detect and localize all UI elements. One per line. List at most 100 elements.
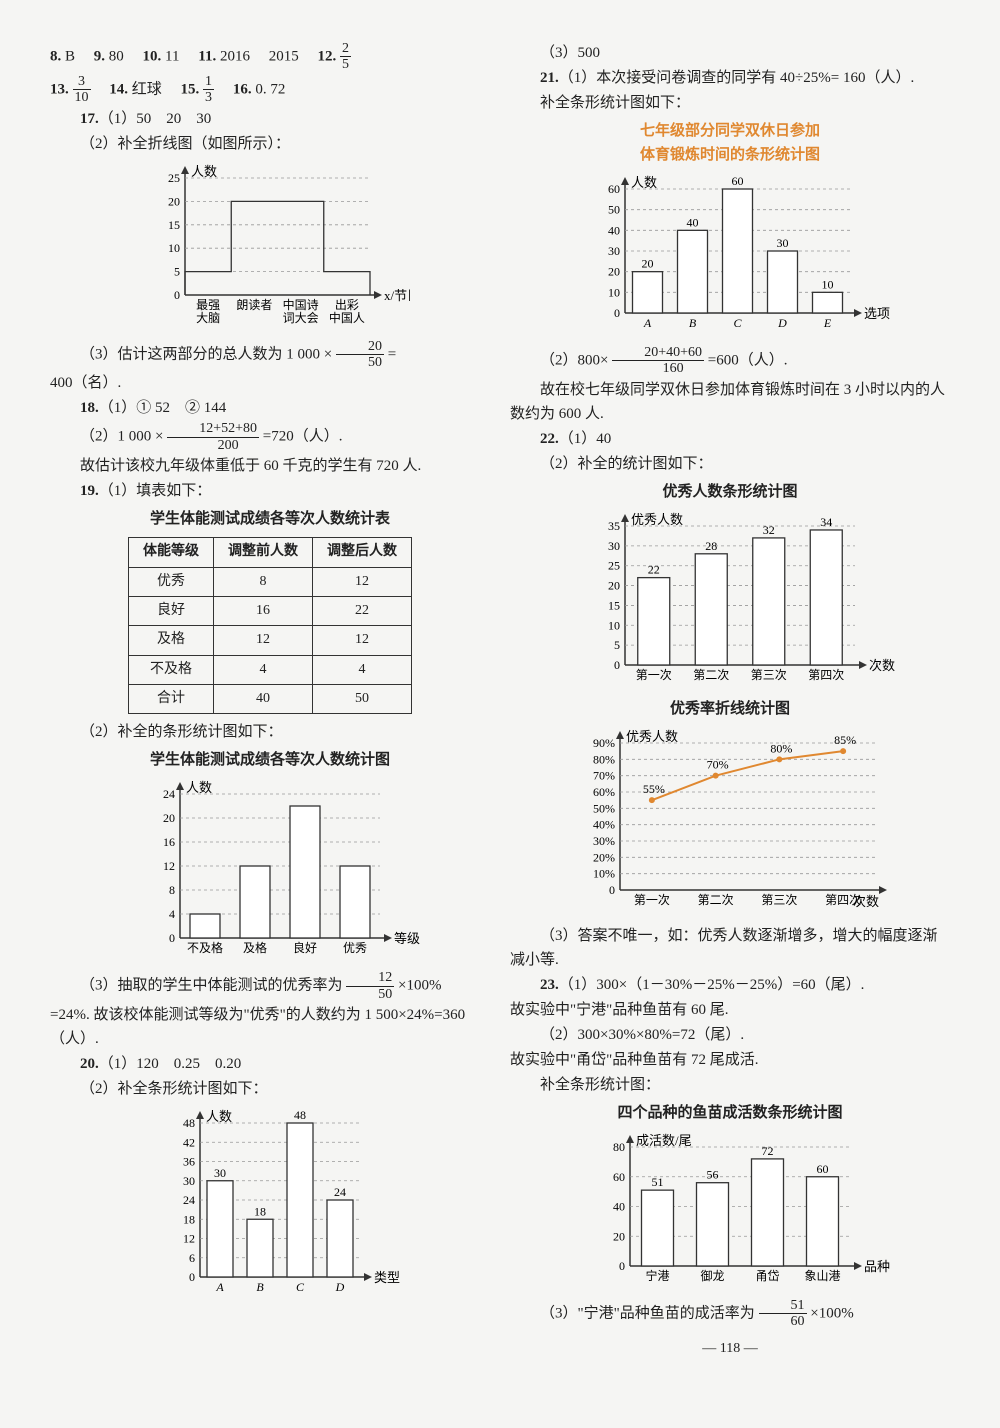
svg-text:10: 10	[608, 618, 620, 632]
svg-text:优秀: 优秀	[343, 941, 367, 955]
svg-text:30: 30	[777, 236, 789, 250]
svg-text:人数: 人数	[206, 1109, 232, 1124]
svg-text:出彩: 出彩	[335, 298, 359, 312]
svg-text:28: 28	[705, 539, 717, 553]
svg-text:0: 0	[189, 1270, 195, 1284]
svg-text:42: 42	[183, 1136, 195, 1150]
left-column: 8. B 9. 80 10. 11 11. 2016 2015 12. 25 1…	[50, 40, 490, 1388]
page-number: — 118 —	[510, 1338, 950, 1360]
q21-1: 21.（1）本次接受问卷调查的同学有 40÷25%= 160（人）.	[510, 66, 950, 90]
chart-21-title: 七年级部分同学双休日参加体育锻炼时间的条形统计图	[510, 119, 950, 167]
svg-text:40: 40	[687, 215, 699, 229]
chart-22a-title: 优秀人数条形统计图	[510, 480, 950, 504]
svg-text:第四次: 第四次	[808, 668, 844, 682]
q19-3: （3）抽取的学生中体能测试的优秀率为 1250 ×100%	[50, 970, 490, 1002]
svg-text:5: 5	[174, 264, 180, 278]
svg-text:词大会: 词大会	[283, 311, 319, 325]
svg-text:第四次: 第四次	[825, 893, 861, 907]
svg-text:60%: 60%	[593, 785, 615, 799]
q13: 13.	[50, 81, 69, 97]
svg-text:18: 18	[183, 1213, 195, 1227]
a9: 80	[109, 48, 124, 64]
svg-text:6: 6	[189, 1251, 195, 1265]
svg-text:象山港: 象山港	[804, 1269, 840, 1283]
svg-text:次数: 次数	[869, 658, 895, 673]
svg-text:10: 10	[608, 285, 620, 299]
svg-text:人数: 人数	[191, 164, 217, 179]
q17-3: （3）估计这两部分的总人数为 1 000 × 2050 =	[50, 339, 490, 371]
q23-2c: 补全条形统计图：	[510, 1073, 950, 1097]
svg-text:类型: 类型	[374, 1270, 400, 1285]
svg-text:20: 20	[163, 811, 175, 825]
answers-row-1: 8. B 9. 80 10. 11 11. 2016 2015 12. 25	[50, 41, 490, 73]
svg-text:0: 0	[169, 931, 175, 945]
svg-text:18: 18	[254, 1205, 266, 1219]
svg-text:20%: 20%	[593, 850, 615, 864]
svg-text:最强: 最强	[196, 298, 220, 312]
svg-text:48: 48	[294, 1108, 306, 1122]
svg-text:B: B	[256, 1280, 264, 1294]
svg-text:B: B	[689, 316, 697, 330]
svg-text:70%: 70%	[593, 768, 615, 782]
svg-text:0: 0	[619, 1259, 625, 1273]
svg-text:25: 25	[608, 558, 620, 572]
svg-text:60: 60	[608, 182, 620, 196]
svg-text:15: 15	[168, 217, 180, 231]
svg-text:x/节目: x/节目	[384, 288, 410, 303]
svg-text:85%: 85%	[834, 733, 856, 747]
svg-text:A: A	[643, 316, 652, 330]
svg-text:80%: 80%	[770, 741, 792, 755]
q19-1: 19.（1）填表如下：	[50, 479, 490, 503]
q10: 10.	[143, 48, 162, 64]
chart-23-bar: 020406080成活数/尾品种51宁港56御龙72甬岱60象山港	[570, 1129, 890, 1294]
a16: 0. 72	[255, 81, 285, 97]
svg-text:70%: 70%	[707, 757, 729, 771]
svg-text:人数: 人数	[186, 780, 212, 795]
q15: 15.	[181, 81, 200, 97]
svg-text:8: 8	[169, 883, 175, 897]
svg-text:等级: 等级	[394, 931, 420, 946]
q9: 9.	[94, 48, 105, 64]
chart-22a-bar: 05101520253035优秀人数次数22第一次28第二次32第三次34第四次	[565, 508, 895, 693]
q21-2: （2）800× 20+40+60160 =600（人）.	[510, 345, 950, 377]
svg-text:宁港: 宁港	[645, 1268, 669, 1283]
svg-text:第一次: 第一次	[636, 668, 672, 682]
svg-text:32: 32	[763, 523, 775, 537]
right-column: （3）500 21.（1）本次接受问卷调查的同学有 40÷25%= 160（人）…	[510, 40, 950, 1388]
q18-2: （2）1 000 × 12+52+80200 =720（人）.	[50, 421, 490, 453]
svg-text:优秀人数: 优秀人数	[631, 512, 683, 527]
svg-text:4: 4	[169, 907, 175, 921]
svg-text:E: E	[823, 316, 832, 330]
a8: B	[65, 48, 75, 64]
answers-row-2: 13. 310 14. 红球 15. 13 16. 0. 72	[50, 74, 490, 106]
svg-text:大脑: 大脑	[196, 311, 220, 325]
svg-text:D: D	[335, 1280, 345, 1294]
svg-text:20: 20	[168, 194, 180, 208]
svg-text:10: 10	[168, 241, 180, 255]
q20-3: （3）500	[510, 41, 950, 65]
q17-3-result: 400（名）.	[50, 371, 490, 395]
svg-text:72: 72	[762, 1144, 774, 1158]
chart-23-title: 四个品种的鱼苗成活数条形统计图	[510, 1101, 950, 1125]
svg-text:甬岱: 甬岱	[755, 1269, 779, 1283]
a10: 11	[165, 48, 179, 64]
q23-1: 23.（1）300×（1－30%－25%－25%）=60（尾）.	[510, 973, 950, 997]
svg-text:90%: 90%	[593, 736, 615, 750]
q23-2b: 故实验中"甬岱"品种鱼苗有 72 尾成活.	[510, 1048, 950, 1072]
q18-1: 18.（1）① 52 ② 144	[50, 396, 490, 420]
q14: 14.	[109, 81, 128, 97]
svg-text:16: 16	[163, 835, 175, 849]
svg-text:56: 56	[707, 1167, 719, 1181]
q17-2: （2）补全折线图（如图所示）：	[50, 132, 490, 156]
a11a: 2016	[220, 48, 250, 64]
table-19: 体能等级调整前人数调整后人数优秀812良好1622及格1212不及格44合计40…	[128, 537, 412, 714]
svg-text:40: 40	[613, 1199, 625, 1213]
q22-2: （2）补全的统计图如下：	[510, 452, 950, 476]
svg-text:20: 20	[608, 265, 620, 279]
svg-text:0: 0	[174, 288, 180, 302]
chart-19-bar: 04812162024人数等级不及格及格良好优秀	[120, 776, 420, 966]
q22-3: （3）答案不唯一，如：优秀人数逐渐增多，增大的幅度逐渐减小等.	[510, 924, 950, 972]
q21-conclusion: 故在校七年级同学双休日参加体育锻炼时间在 3 小时以内的人数约为 600 人.	[510, 378, 950, 426]
q11: 11.	[198, 48, 216, 64]
svg-text:5: 5	[614, 638, 620, 652]
